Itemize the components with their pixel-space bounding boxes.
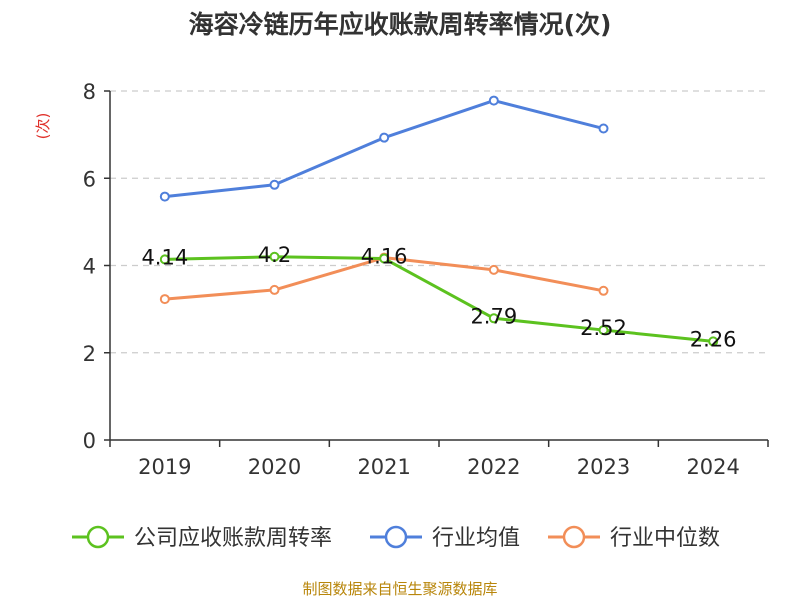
source-note: 制图数据来自恒生聚源数据库 (302, 580, 497, 598)
legend-label: 行业均值 (432, 526, 520, 551)
data-point (598, 285, 609, 296)
data-point (488, 313, 499, 324)
legend: 公司应收账款周转率 行业均值 行业中位数 (72, 525, 720, 551)
data-point (269, 179, 280, 190)
x-tick-label: 2023 (577, 455, 630, 479)
grid (110, 90, 768, 354)
data-point (159, 294, 170, 305)
y-tick-label: 6 (83, 167, 96, 191)
data-label: 2.52 (580, 316, 627, 340)
legend-marker (86, 525, 110, 549)
x-tick-label: 2020 (248, 455, 301, 479)
legend-marker (384, 525, 408, 549)
data-label: 4.16 (361, 245, 408, 269)
data-point (379, 132, 390, 143)
data-point (159, 254, 170, 265)
data-label: 2.79 (470, 304, 517, 328)
data-point (598, 325, 609, 336)
data-point (159, 191, 170, 202)
data-label: 4.2 (258, 243, 291, 267)
data-label: 4.14 (141, 245, 188, 269)
y-tick-label: 4 (83, 255, 96, 279)
legend-marker (562, 525, 586, 549)
data-point (598, 123, 609, 134)
data-labels: 4.14 4.2 4.16 2.79 2.52 2.26 (141, 243, 736, 352)
data-point (269, 284, 280, 295)
data-label: 2.26 (690, 327, 737, 351)
data-point (488, 264, 499, 275)
x-tick-label: 2022 (467, 455, 520, 479)
data-point (379, 253, 390, 264)
chart-title: 海容冷链历年应收账款周转率情况(次) (189, 10, 612, 39)
legend-label: 公司应收账款周转率 (134, 526, 332, 551)
x-tick-label: 2024 (686, 455, 739, 479)
series-line (164, 255, 714, 343)
x-tick-label: 2021 (357, 455, 410, 479)
data-point (708, 336, 719, 347)
y-tick-label: 2 (83, 342, 96, 366)
legend-label: 行业中位数 (610, 526, 720, 551)
y-axis-label: (次) (34, 113, 52, 140)
series-line (164, 99, 604, 199)
plot-area (159, 95, 719, 347)
y-tick-label: 8 (83, 80, 96, 104)
x-tick-label: 2019 (138, 455, 191, 479)
data-point (269, 251, 280, 262)
data-point (488, 95, 499, 106)
y-tick-label: 0 (83, 429, 96, 453)
axes: 0 2 4 6 8 2019 2020 2021 2022 2023 2024 (83, 80, 769, 479)
